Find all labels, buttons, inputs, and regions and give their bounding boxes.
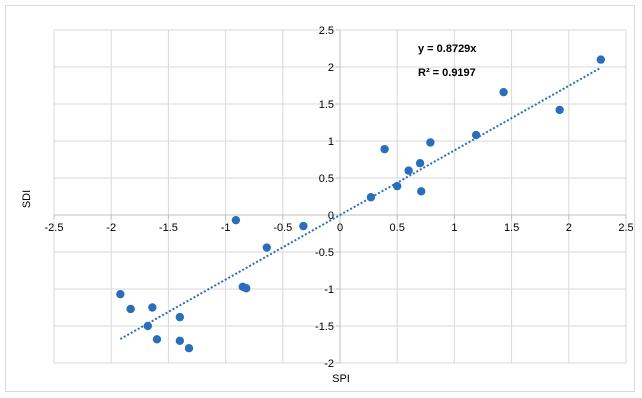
data-point-12 <box>299 221 308 231</box>
y-tick-label-7: 1.5 <box>319 99 334 111</box>
data-point-15 <box>393 181 402 191</box>
data-point-18 <box>417 187 426 196</box>
data-point-10 <box>241 284 251 293</box>
trendline <box>119 67 601 340</box>
x-tick-label-9: 2 <box>566 222 572 234</box>
data-point-17 <box>415 159 425 168</box>
y-tick-label-8: 2 <box>328 62 334 74</box>
data-point-0 <box>116 289 125 299</box>
data-point-23 <box>596 55 606 64</box>
x-tick-label-0: -2.5 <box>45 222 64 234</box>
y-tick-label-4: 0 <box>328 210 334 222</box>
data-point-3 <box>148 303 157 312</box>
data-point-19 <box>426 138 435 147</box>
x-tick-label-2: -1.5 <box>159 222 178 234</box>
x-tick-label-6: 0.5 <box>390 222 405 234</box>
data-point-13 <box>366 193 376 202</box>
x-tick-label-10: 2.5 <box>618 222 633 234</box>
x-tick-label-1: -2 <box>106 222 116 234</box>
data-point-2 <box>143 321 153 331</box>
y-tick-label-3: -0.5 <box>315 247 334 259</box>
data-point-21 <box>499 87 508 97</box>
data-point-1 <box>126 304 135 314</box>
x-tick-label-5: 0 <box>337 222 343 234</box>
tick-labels-layer: -2.5 -2 -1.5 -1 -0.5 0 0.5 1 1.5 2 2.5 -2 -1.5 -1 -0.5… <box>45 25 634 370</box>
data-point-16 <box>404 166 413 175</box>
data-point-20 <box>471 130 481 140</box>
data-point-5 <box>175 312 185 322</box>
data-point-22 <box>555 105 564 115</box>
y-tick-label-0: -2 <box>324 358 334 370</box>
y-tick-label-9: 2.5 <box>319 25 334 37</box>
x-tick-label-7: 1 <box>451 222 457 234</box>
data-point-11 <box>262 243 271 252</box>
y-tick-label-1: -1.5 <box>315 321 334 333</box>
axes-layer <box>53 29 627 364</box>
data-point-4 <box>152 335 162 344</box>
y-axis-title: SDI <box>21 190 33 208</box>
trendline-r-squared: R² = 0.9197 <box>418 67 476 79</box>
x-tick-label-8: 1.5 <box>504 222 519 234</box>
y-tick-label-2: -1 <box>324 284 334 296</box>
data-point-7 <box>184 344 194 353</box>
data-point-6 <box>175 336 185 345</box>
x-tick-label-4: -0.5 <box>273 222 292 234</box>
data-point-14 <box>380 144 389 154</box>
points-layer <box>116 55 606 353</box>
data-point-8 <box>231 215 241 225</box>
y-tick-label-6: 1 <box>328 136 334 148</box>
y-tick-label-5: 0.5 <box>319 173 334 185</box>
trendline-layer <box>119 67 601 340</box>
chart-frame <box>5 5 635 392</box>
x-tick-label-3: -1 <box>221 222 231 234</box>
x-axis-title: SPI <box>332 373 350 385</box>
trendline-equation: y = 0.8729x <box>418 43 477 55</box>
